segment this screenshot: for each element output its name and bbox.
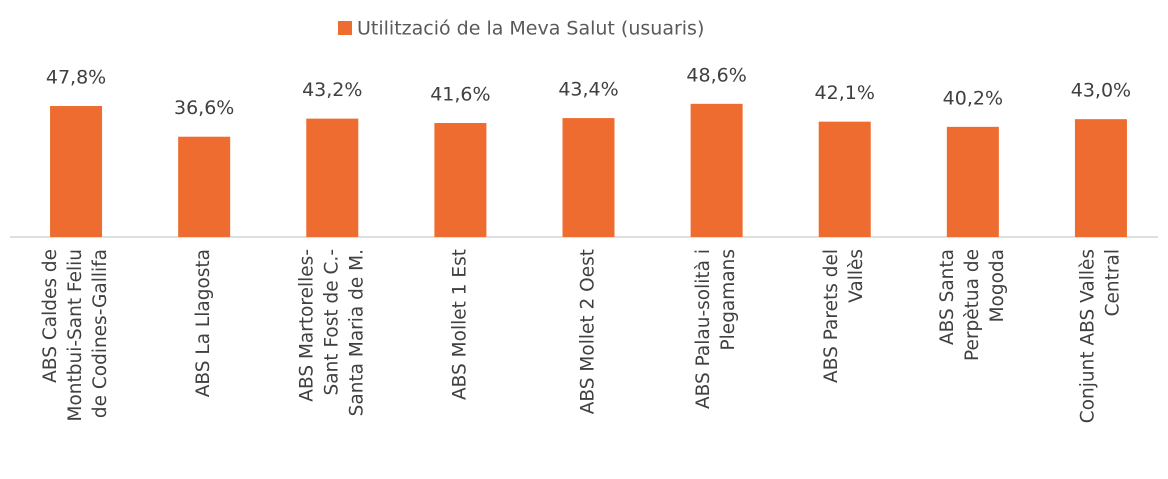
data-label: 43,2% — [302, 79, 362, 101]
bar — [562, 118, 615, 237]
x-tick-label: ABS Caldes de Montbui-Sant Feliu de Codine… — [40, 249, 111, 422]
legend-swatch — [338, 21, 352, 35]
bar — [434, 123, 487, 237]
x-tick-label: ABS Mollet 2 Oest — [578, 249, 599, 414]
bar — [178, 136, 231, 237]
bar — [306, 118, 359, 237]
x-tick-label: ABS Martorelles- Sant Fost de C.- Santa Ma… — [296, 249, 367, 416]
bar — [690, 103, 743, 237]
x-tick-label: ABS Santa Perpètua de Mogoda — [937, 249, 1008, 361]
bar — [1074, 119, 1127, 237]
data-label: 40,2% — [943, 87, 1003, 109]
x-tick-label: ABS Palau-solità i Plegamans — [693, 249, 739, 409]
legend-label: Utilització de la Meva Salut (usuaris) — [357, 18, 704, 40]
data-label: 43,4% — [558, 79, 618, 101]
x-tick-label: ABS La Llagosta — [193, 249, 214, 397]
data-label: 48,6% — [686, 64, 746, 86]
bar — [818, 121, 871, 237]
bar — [946, 126, 999, 237]
data-label: 42,1% — [815, 82, 875, 104]
x-tick-label: ABS Parets del Vallès — [821, 249, 867, 383]
data-label: 47,8% — [46, 67, 106, 89]
data-label: 43,0% — [1071, 80, 1131, 102]
x-tick-label: ABS Mollet 1 Est — [449, 249, 470, 400]
x-tick-label: Conjunt ABS Vallès Central — [1077, 249, 1123, 423]
data-label: 41,6% — [430, 84, 490, 106]
bar — [50, 106, 103, 237]
data-label: 36,6% — [174, 97, 234, 119]
